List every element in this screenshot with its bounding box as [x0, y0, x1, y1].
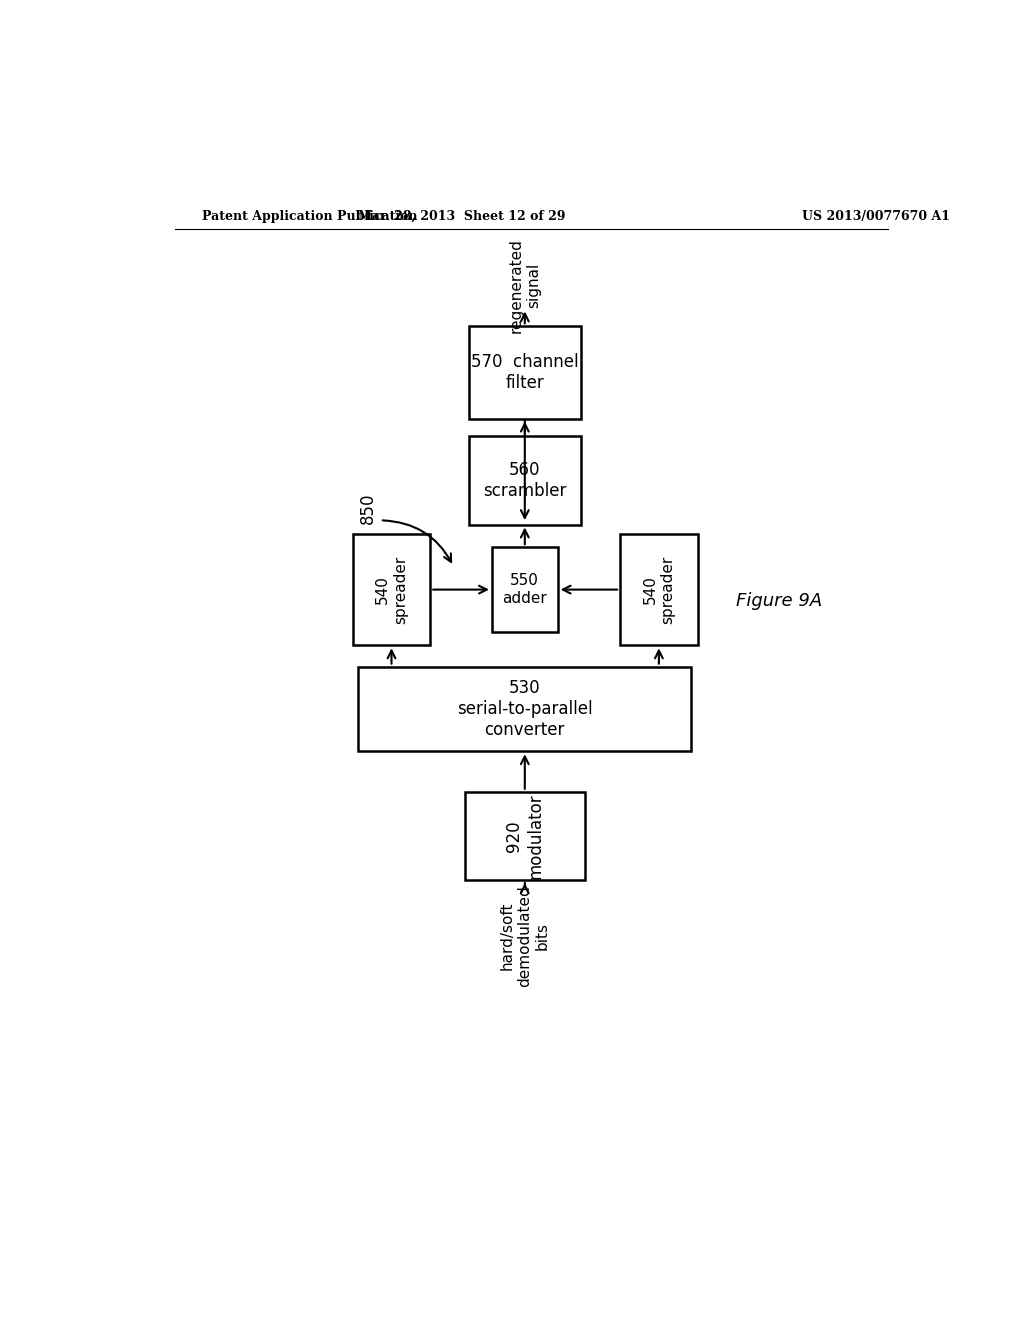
- Text: 540
spreader: 540 spreader: [643, 556, 675, 624]
- Text: Mar. 28, 2013  Sheet 12 of 29: Mar. 28, 2013 Sheet 12 of 29: [357, 210, 565, 223]
- Text: 920
modulator: 920 modulator: [506, 793, 544, 879]
- Bar: [469, 436, 581, 524]
- Bar: [492, 548, 558, 632]
- Text: US 2013/0077670 A1: US 2013/0077670 A1: [802, 210, 950, 223]
- Text: hard/soft
demodulated
bits: hard/soft demodulated bits: [500, 886, 550, 987]
- Text: 570  channel
filter: 570 channel filter: [471, 352, 579, 392]
- Text: 560
scrambler: 560 scrambler: [483, 461, 566, 500]
- Text: Patent Application Publication: Patent Application Publication: [202, 210, 417, 223]
- Text: Figure 9A: Figure 9A: [736, 593, 822, 610]
- Text: 530
serial-to-parallel
converter: 530 serial-to-parallel converter: [457, 680, 593, 739]
- Bar: [621, 533, 697, 645]
- Bar: [352, 533, 430, 645]
- Text: 540
spreader: 540 spreader: [376, 556, 408, 624]
- Text: regenerated
signal: regenerated signal: [509, 238, 541, 333]
- Bar: [465, 792, 585, 880]
- Bar: [358, 667, 691, 751]
- Bar: [469, 326, 581, 418]
- Text: 850: 850: [359, 492, 377, 524]
- Text: 550
adder: 550 adder: [503, 573, 547, 606]
